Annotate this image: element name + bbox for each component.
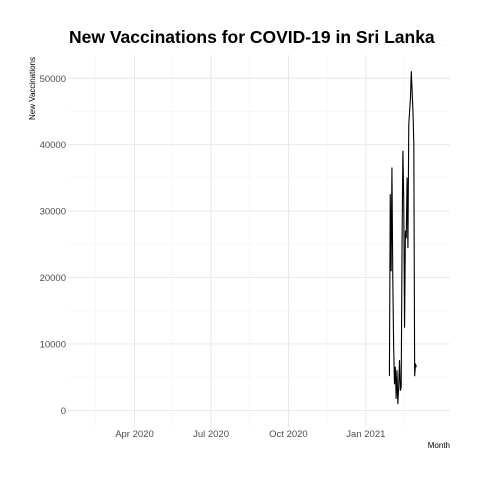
- x-tick-label: Oct 2020: [269, 429, 308, 440]
- x-axis-label: Month: [428, 441, 450, 450]
- x-axis-ticks: Apr 2020 Jul 2020 Oct 2020 Jan 2021: [115, 429, 385, 440]
- y-tick-label: 40000: [40, 140, 66, 151]
- series-line: [388, 71, 417, 405]
- x-tick-label: Apr 2020: [115, 429, 154, 440]
- x-tick-label: Jul 2020: [193, 429, 229, 440]
- y-tick-label: 50000: [40, 74, 66, 85]
- chart-title: New Vaccinations for COVID-19 in Sri Lan…: [69, 27, 435, 47]
- y-tick-label: 0: [61, 406, 66, 417]
- y-axis-ticks: 0 10000 20000 30000 40000 50000: [40, 74, 66, 417]
- grid: [68, 44, 450, 427]
- series-layer: [388, 71, 417, 405]
- y-tick-label: 20000: [40, 273, 66, 284]
- y-tick-label: 30000: [40, 207, 66, 218]
- x-tick-label: Jan 2021: [346, 429, 385, 440]
- y-axis-label: New Vaccinations: [28, 57, 37, 120]
- y-tick-label: 10000: [40, 339, 66, 350]
